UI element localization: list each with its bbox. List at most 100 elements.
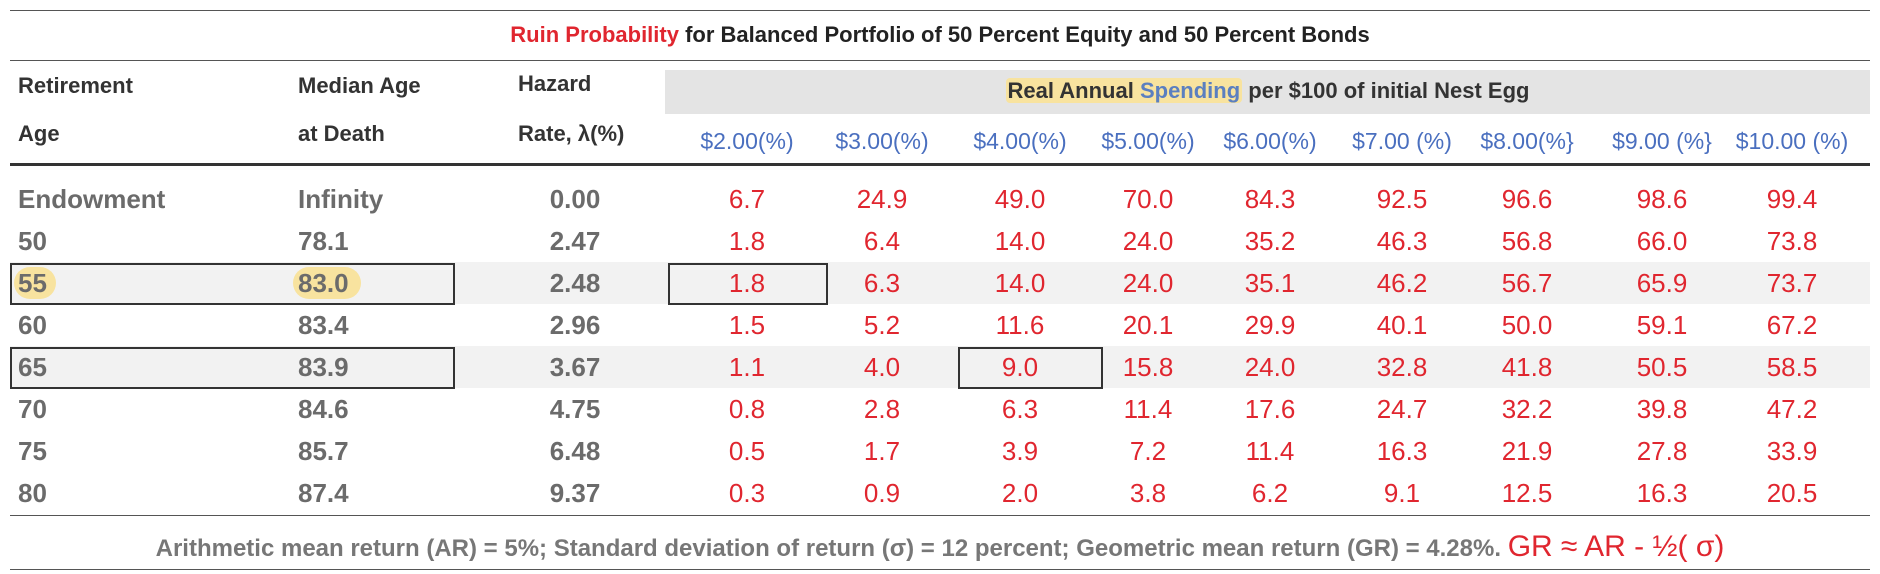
ruin-probability-cell: 5.2: [863, 310, 901, 340]
spending-header-rest: per $100 of initial Nest Egg: [1248, 78, 1530, 103]
retirement-age-cell: 55: [18, 268, 47, 298]
ruin-probability-cell: 24.0: [1122, 268, 1174, 298]
ruin-probability-cell: 6.3: [1001, 394, 1039, 424]
title-highlight: Ruin Probability: [510, 22, 679, 47]
header-median-age: Median Age: [298, 73, 421, 98]
ruin-probability-cell: 49.0: [994, 184, 1046, 214]
ruin-probability-cell: 73.8: [1766, 226, 1818, 256]
ruin-probability-cell: 11.6: [995, 310, 1045, 340]
header-rule: [10, 60, 1870, 61]
ruin-probability-cell: 46.2: [1376, 268, 1428, 298]
table-row: 75 85.7 6.48 0.5 1.7 3.9 7.2 11.4 16.3 21.9 27.8 33…: [10, 430, 1870, 472]
hazard-rate-cell: 6.48: [549, 436, 601, 466]
hazard-rate-cell: 2.96: [549, 310, 601, 340]
retirement-age-cell: 60: [18, 310, 47, 340]
ruin-probability-cell: 0.3: [728, 478, 766, 508]
ruin-probability-cell: 7.2: [1129, 436, 1167, 466]
ruin-probability-cell: 0.9: [863, 478, 901, 508]
ruin-probability-cell: 46.3: [1376, 226, 1428, 256]
retirement-age-cell: 65: [18, 352, 47, 382]
ruin-probability-cell: 67.2: [1766, 310, 1818, 340]
hazard-rate-cell: 0.00: [549, 184, 601, 214]
median-age-cell: 83.0: [298, 268, 349, 298]
table-row: 80 87.4 9.37 0.3 0.9 2.0 3.8 6.2 9.1 12.5 16.3 20.5: [10, 472, 1870, 514]
spending-column-header: $7.00 (%): [1352, 128, 1452, 154]
ruin-probability-cell: 17.6: [1244, 394, 1296, 424]
ruin-probability-cell: 6.7: [728, 184, 766, 214]
table-row: 50 78.1 2.47 1.8 6.4 14.0 24.0 35.2 46.3 56.8 66.0…: [10, 220, 1870, 262]
ruin-probability-cell: 47.2: [1766, 394, 1818, 424]
title-rest: for Balanced Portfolio of 50 Percent Equ…: [685, 22, 1370, 47]
table-row: 55 83.0 2.48 1.8 6.3 14.0 24.0 35.1 46.2 56.7 65.9…: [10, 262, 1870, 304]
ruin-probability-cell: 24.0: [1244, 352, 1296, 382]
ruin-probability-cell: 6.4: [863, 226, 901, 256]
ruin-probability-cell: 6.3: [863, 268, 901, 298]
ruin-probability-cell: 24.0: [1122, 226, 1174, 256]
header-at-death: at Death: [298, 121, 385, 146]
ruin-probability-cell: 39.8: [1636, 394, 1688, 424]
ruin-probability-cell: 98.6: [1636, 184, 1688, 214]
ruin-probability-cell: 0.5: [728, 436, 766, 466]
ruin-probability-cell: 3.8: [1129, 478, 1167, 508]
ruin-probability-cell: 14.0: [994, 268, 1046, 298]
hazard-rate-cell: 2.48: [549, 268, 601, 298]
ruin-probability-cell: 32.8: [1376, 352, 1428, 382]
header-bottom-rule: [10, 163, 1870, 166]
ruin-probability-cell: 4.0: [863, 352, 901, 382]
footer-formula: GR ≈ AR - ½( σ): [1507, 530, 1725, 563]
cell-55-2pct-box: [668, 263, 828, 305]
retirement-age-cell: 80: [18, 478, 47, 508]
table-row: 70 84.6 4.75 0.8 2.8 6.3 11.4 17.6 24.7 32.2 39.8 4…: [10, 388, 1870, 430]
footer-note: Arithmetic mean return (AR) = 5%; Standa…: [10, 530, 1870, 564]
hazard-rate-cell: 3.67: [549, 352, 601, 382]
row-55-box: [10, 263, 455, 305]
hazard-rate-cell: 2.47: [549, 226, 601, 256]
ruin-probability-cell: 92.5: [1376, 184, 1428, 214]
footer-rule: [10, 515, 1870, 516]
table-row: 60 83.4 2.96 1.5 5.2 11.6 20.1 29.9 40.1 50.0 59.1…: [10, 304, 1870, 346]
ruin-probability-cell: 0.8: [728, 394, 766, 424]
ruin-probability-cell: 11.4: [1123, 394, 1173, 424]
spending-column-header: $8.00(%}: [1480, 128, 1574, 154]
median-highlight-marker: [293, 267, 361, 299]
spending-column-header: $9.00 (%}: [1612, 128, 1712, 154]
spending-header-band: [665, 70, 1870, 114]
ruin-probability-cell: 2.8: [863, 394, 901, 424]
ruin-probability-cell: 59.1: [1636, 310, 1688, 340]
median-age-cell: 83.9: [298, 352, 349, 382]
ruin-probability-cell: 35.2: [1244, 226, 1296, 256]
cell-65-4pct-box: [958, 347, 1103, 389]
ruin-probability-cell: 16.3: [1376, 436, 1428, 466]
ruin-probability-cell: 11.4: [1245, 436, 1295, 466]
header-hazard: Hazard: [518, 71, 592, 96]
spending-column-header: $4.00(%): [973, 128, 1067, 154]
retirement-age-cell: 70: [18, 394, 47, 424]
table-row: 65 83.9 3.67 1.1 4.0 9.0 15.8 24.0 32.8 41.8 50.5 5…: [10, 346, 1870, 388]
ruin-probability-cell: 1.8: [728, 226, 766, 256]
hazard-rate-cell: 9.37: [549, 478, 601, 508]
footer-text: Arithmetic mean return (AR) = 5%; Standa…: [155, 535, 1502, 562]
spending-header: Real Annual Spending per $100 of initial…: [665, 78, 1870, 104]
median-age-cell: 84.6: [298, 394, 349, 424]
ruin-probability-cell: 56.8: [1501, 226, 1553, 256]
retirement-age-cell: 75: [18, 436, 47, 466]
spending-highlight: Real Annual Spending: [1005, 78, 1243, 103]
ruin-probability-cell: 1.5: [728, 310, 766, 340]
ruin-probability-cell: 96.6: [1501, 184, 1553, 214]
ruin-probability-cell: 40.1: [1376, 310, 1428, 340]
spending-column-header: $3.00(%): [835, 128, 929, 154]
spending-column-header: $2.00(%): [700, 128, 794, 154]
spending-column-header: $5.00(%): [1101, 128, 1195, 154]
ruin-probability-cell: 1.8: [728, 268, 766, 298]
ruin-probability-cell: 20.1: [1122, 310, 1174, 340]
ruin-probability-cell: 9.0: [1001, 352, 1039, 382]
retirement-age-cell: 50: [18, 226, 47, 256]
ruin-probability-cell: 58.5: [1766, 352, 1818, 382]
ruin-probability-cell: 3.9: [1001, 436, 1039, 466]
spending-column-header: $10.00 (%): [1735, 128, 1849, 154]
ruin-probability-cell: 70.0: [1122, 184, 1174, 214]
header-retirement: Retirement: [18, 73, 133, 98]
header-hazard-rate: Rate, λ(%): [518, 121, 625, 146]
ruin-probability-cell: 6.2: [1251, 478, 1289, 508]
hazard-rate-cell: 4.75: [549, 394, 601, 424]
